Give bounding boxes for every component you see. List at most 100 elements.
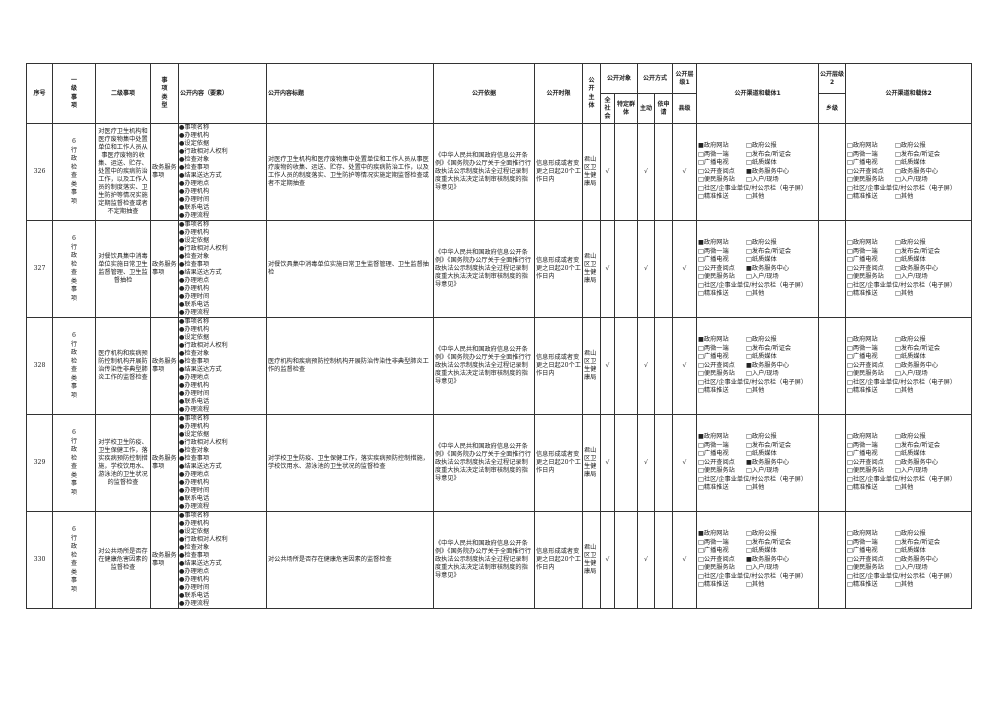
channel-option: □社区/企事业单位/村公示栏（电子屏）: [698, 475, 808, 483]
channel-option: □政府网站: [847, 336, 878, 344]
channel-option: □发布会/听证会: [895, 247, 941, 255]
bullet-icon: ●: [179, 132, 185, 139]
unchecked-box-icon: □: [698, 273, 704, 281]
unchecked-box-icon: □: [746, 538, 752, 546]
unchecked-box-icon: □: [895, 538, 901, 546]
unchecked-box-icon: □: [698, 547, 704, 555]
content-item: ●检查事项: [179, 261, 210, 268]
content-item: ●办理时间: [179, 293, 210, 300]
unchecked-box-icon: □: [847, 264, 853, 272]
unchecked-box-icon: □: [746, 484, 752, 492]
channel-option: □便民服务站: [698, 467, 735, 475]
table-row: 330 6行政检查类事项 对公共场所是否存在健康危害因素的监督检查 政务服务事项…: [26, 511, 973, 609]
bullet-icon: ●: [179, 390, 185, 397]
channel-option: □发布会/听证会: [746, 150, 792, 158]
bullet-icon: ●: [179, 140, 185, 147]
subject-cell: 君山区卫生健康局: [582, 220, 601, 318]
bullet-icon: ●: [179, 431, 185, 438]
content-item: ●检查事项: [179, 455, 210, 462]
content-item: ●事项名称: [179, 124, 210, 132]
channel1-cell: ■政府网站 □政府公报 □两微一端 □发布会/听证会 □广播电视 □纸质媒体 □公开查阅点 ■…: [696, 317, 820, 415]
unchecked-box-icon: □: [847, 441, 853, 449]
channel-option: □公开查阅点: [698, 361, 735, 369]
seq-cell: 328: [26, 317, 53, 415]
channel-option: □其他: [746, 484, 765, 492]
channel-option: □政府网站: [847, 239, 878, 247]
channel-option: □政府公报: [746, 433, 777, 441]
content-item: ●检查事项: [179, 358, 210, 365]
unchecked-box-icon: □: [746, 142, 752, 150]
channel-option: □精准推送: [698, 193, 729, 201]
channel-option: □公开查阅点: [698, 167, 735, 175]
channel-option: □纸质媒体: [895, 547, 926, 555]
channel-option: □政府网站: [847, 433, 878, 441]
channel-option: □公开查阅点: [847, 167, 884, 175]
unchecked-box-icon: □: [895, 150, 901, 158]
unchecked-box-icon: □: [847, 530, 853, 538]
channel-option: □精准推送: [847, 484, 878, 492]
bullet-icon: ●: [179, 285, 185, 292]
unchecked-box-icon: □: [746, 450, 752, 458]
unchecked-box-icon: □: [895, 450, 901, 458]
method-apply-cell: [654, 511, 674, 609]
level2-cell: 对餐饮具集中消毒单位实施日常卫生监督管理、卫生监督抽检: [95, 220, 151, 318]
unchecked-box-icon: □: [895, 555, 901, 563]
content-item: ●联系电话: [179, 398, 210, 405]
channel-option: □发布会/听证会: [746, 538, 792, 546]
channel-option: □政府公报: [895, 530, 926, 538]
channel-option: □其他: [746, 387, 765, 395]
content-cell: ●事项名称 ●办理机构 ●设定依据 ●行政相对人权利 ●检查对象 ●检查事项 ●结果送达方式…: [178, 317, 267, 415]
unchecked-box-icon: □: [698, 458, 704, 466]
bullet-icon: ●: [179, 326, 185, 333]
channel-option: □入户/现场: [746, 273, 779, 281]
unchecked-box-icon: □: [895, 530, 901, 538]
content-item: ●办理地点: [179, 471, 210, 478]
content-item: ●办理机构: [179, 520, 210, 527]
content-item: ●办理地点: [179, 568, 210, 575]
target-all-cell: √: [600, 123, 615, 221]
tier1-county-cell: √: [672, 220, 698, 318]
unchecked-box-icon: □: [698, 484, 704, 492]
content-item: ●设定依据: [179, 431, 210, 438]
header-channel1: 公开渠道和载体1: [696, 63, 820, 124]
channel-option: □两微一端: [698, 538, 729, 546]
bullet-icon: ●: [179, 512, 185, 520]
channel-option: ■政务服务中心: [746, 264, 790, 272]
target-all-cell: √: [600, 317, 615, 415]
channel-option: □入户/现场: [895, 467, 928, 475]
content-item: ●办理机构: [179, 576, 210, 583]
channel-option: □精准推送: [847, 581, 878, 589]
content-cell: ●事项名称 ●办理机构 ●设定依据 ●行政相对人权利 ●检查对象 ●检查事项 ●结果送达方式…: [178, 414, 267, 512]
bullet-icon: ●: [179, 447, 185, 454]
method-active-cell: √: [637, 220, 656, 318]
unchecked-box-icon: □: [746, 441, 752, 449]
unchecked-box-icon: □: [895, 564, 901, 572]
channel-option: □精准推送: [698, 387, 729, 395]
channel-option: □广播电视: [847, 450, 878, 458]
bullet-icon: ●: [179, 237, 185, 244]
unchecked-box-icon: □: [698, 467, 704, 475]
target-specific-cell: [613, 123, 639, 221]
header-type: 事项类型: [150, 63, 179, 124]
bullet-icon: ●: [179, 164, 185, 171]
channel-option: □政府网站: [847, 142, 878, 150]
unchecked-box-icon: □: [895, 142, 901, 150]
channel-option: □精准推送: [698, 581, 729, 589]
unchecked-box-icon: □: [698, 387, 704, 395]
unchecked-box-icon: □: [895, 484, 901, 492]
channel-option: □社区/企事业单位/村公示栏（电子屏）: [698, 572, 808, 580]
bullet-icon: ●: [179, 269, 185, 276]
unchecked-box-icon: □: [746, 467, 752, 475]
unchecked-box-icon: □: [746, 370, 752, 378]
unchecked-box-icon: □: [895, 159, 901, 167]
channel-option: □政务服务中心: [895, 167, 939, 175]
content-item: ●办理时间: [179, 196, 210, 203]
content-item: ●检查事项: [179, 552, 210, 559]
channel-option: □便民服务站: [698, 564, 735, 572]
channel-option: □政府公报: [895, 433, 926, 441]
tier1-county-cell: √: [672, 123, 698, 221]
channel-option: □政务服务中心: [895, 264, 939, 272]
channel-option: □社区/企事业单位/村公示栏（电子屏）: [847, 184, 957, 192]
content-item: ●检查对象: [179, 544, 210, 551]
channel-option: □政府公报: [746, 336, 777, 344]
